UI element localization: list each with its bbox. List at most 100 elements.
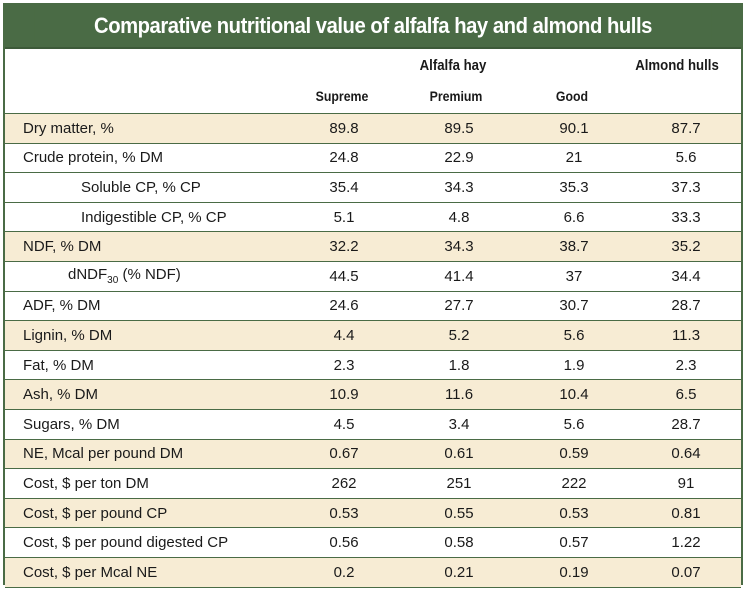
table-row: Crude protein, % DM 24.8 22.9 21 5.6 [5,143,741,174]
cell-value: 4.8 [401,202,517,233]
row-label: dNDF30 (% NDF) [5,261,287,292]
cell-value: 0.53 [517,498,631,529]
cell-value: 1.8 [401,350,517,381]
cell-value: 0.57 [517,527,631,558]
cell-value: 24.6 [287,291,401,322]
cell-value: 11.3 [631,320,741,351]
row-label: Lignin, % DM [5,320,287,351]
cell-value: 1.9 [517,350,631,381]
table-row: NE, Mcal per pound DM 0.67 0.61 0.59 0.64 [5,439,741,470]
row-label: Soluble CP, % CP [5,172,287,203]
cell-value: 0.81 [631,498,741,529]
cell-value: 4.4 [287,320,401,351]
cell-value: 37.3 [631,172,741,203]
cell-value: 222 [517,468,631,499]
cell-value: 11.6 [401,379,517,410]
row-label: NDF, % DM [5,231,287,262]
table-title: Comparative nutritional value of alfalfa… [34,5,712,47]
cell-value: 44.5 [287,261,401,292]
cell-value: 91 [631,468,741,499]
cell-value: 0.2 [287,557,401,588]
row-label: Indigestible CP, % CP [5,202,287,233]
nutrition-table: Dry matter, % 89.8 89.5 90.1 87.7 Crude prote… [5,114,741,588]
cell-value: 0.56 [287,527,401,558]
table-row: NDF, % DM 32.2 34.3 38.7 35.2 [5,231,741,262]
table-row: Cost, $ per pound digested CP 0.56 0.58 0.5… [5,527,741,558]
row-label: Dry matter, % [5,114,287,144]
cell-value: 28.7 [631,409,741,440]
row-label: Cost, $ per pound CP [5,498,287,529]
title-bar: Comparative nutritional value of alfalfa… [5,5,741,49]
cell-value: 89.5 [401,114,517,144]
table-row: Lignin, % DM 4.4 5.2 5.6 11.3 [5,320,741,351]
cell-value: 4.5 [287,409,401,440]
cell-value: 0.59 [517,439,631,470]
row-label: Cost, $ per ton DM [5,468,287,499]
cell-value: 34.3 [401,172,517,203]
cell-value: 5.6 [517,320,631,351]
cell-value: 38.7 [517,231,631,262]
table-row: Cost, $ per pound CP 0.53 0.55 0.53 0.81 [5,498,741,529]
cell-value: 5.1 [287,202,401,233]
column-header: Alfalfa hay Almond hulls Supreme Premium… [5,49,741,114]
cell-value: 0.53 [287,498,401,529]
row-label: ADF, % DM [5,291,287,322]
cell-value: 33.3 [631,202,741,233]
table-row: Indigestible CP, % CP 5.1 4.8 6.6 33.3 [5,202,741,233]
row-label-suffix: (% NDF) [118,266,181,284]
table-row: Cost, $ per Mcal NE 0.2 0.21 0.19 0.07 [5,557,741,588]
cell-value: 21 [517,143,631,174]
cell-value: 30.7 [517,291,631,322]
nutrition-table-frame: Comparative nutritional value of alfalfa… [3,3,743,588]
cell-value: 28.7 [631,291,741,322]
cell-value: 0.19 [517,557,631,588]
cell-value: 6.5 [631,379,741,410]
table-row: Fat, % DM 2.3 1.8 1.9 2.3 [5,350,741,381]
cell-value: 10.4 [517,379,631,410]
table-row: Ash, % DM 10.9 11.6 10.4 6.5 [5,379,741,410]
cell-value: 2.3 [287,350,401,381]
cell-value: 87.7 [631,114,741,144]
row-label: Ash, % DM [5,379,287,410]
cell-value: 0.61 [401,439,517,470]
cell-value: 5.6 [631,143,741,174]
cell-value: 35.3 [517,172,631,203]
table-row: Cost, $ per ton DM 262 251 222 91 [5,468,741,499]
cell-value: 0.55 [401,498,517,529]
cell-value: 0.58 [401,527,517,558]
table-row: dNDF30 (% NDF) 44.5 41.4 37 34.4 [5,261,741,292]
cell-value: 32.2 [287,231,401,262]
cell-value: 10.9 [287,379,401,410]
row-label: NE, Mcal per pound DM [5,439,287,470]
cell-value: 35.2 [631,231,741,262]
row-label-main: dNDF [68,266,108,284]
cell-value: 251 [401,468,517,499]
cell-value: 1.22 [631,527,741,558]
table-row: Sugars, % DM 4.5 3.4 5.6 28.7 [5,409,741,440]
cell-value: 3.4 [401,409,517,440]
row-label-subscript: 30 [107,275,119,287]
table-row: Dry matter, % 89.8 89.5 90.1 87.7 [5,114,741,144]
group-header-alfalfa: Alfalfa hay [419,57,487,74]
table-row: Soluble CP, % CP 35.4 34.3 35.3 37.3 [5,172,741,203]
cell-value: 0.67 [287,439,401,470]
row-label: Sugars, % DM [5,409,287,440]
cell-value: 37 [517,261,631,292]
cell-value: 90.1 [517,114,631,144]
cell-value: 0.64 [631,439,741,470]
cell-value: 2.3 [631,350,741,381]
group-header-almond: Almond hulls [635,57,719,74]
cell-value: 6.6 [517,202,631,233]
cell-value: 34.4 [631,261,741,292]
cell-value: 5.2 [401,320,517,351]
cell-value: 35.4 [287,172,401,203]
table-row: ADF, % DM 24.6 27.7 30.7 28.7 [5,291,741,322]
row-label: Cost, $ per Mcal NE [5,557,287,588]
row-label: Crude protein, % DM [5,143,287,174]
cell-value: 41.4 [401,261,517,292]
cell-value: 89.8 [287,114,401,144]
cell-value: 24.8 [287,143,401,174]
cell-value: 262 [287,468,401,499]
sub-header-premium: Premium [429,88,483,104]
cell-value: 27.7 [401,291,517,322]
